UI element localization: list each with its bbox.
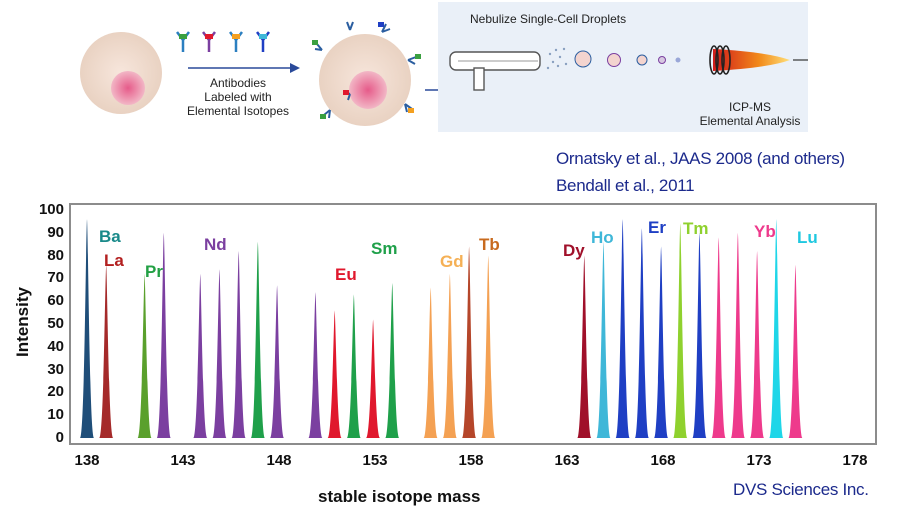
x-tick-label: 178 xyxy=(842,452,868,469)
x-tick-label: 143 xyxy=(170,452,196,469)
peak-nd-8 xyxy=(270,285,285,438)
spectrum-chart xyxy=(69,203,877,445)
peak-yb-26 xyxy=(730,232,745,438)
peak-sm-13 xyxy=(385,282,400,438)
x-tick-label: 173 xyxy=(746,452,772,469)
peak-ho-19 xyxy=(596,241,611,438)
nebulize-title: Nebulize Single-Cell Droplets xyxy=(470,12,627,26)
peak-er-20 xyxy=(615,219,630,438)
antibody-label-line: Elemental Isotopes xyxy=(186,104,290,118)
peak-gd-15 xyxy=(442,273,457,438)
x-tick-label: 148 xyxy=(266,452,292,469)
y-tick-label: 20 xyxy=(47,383,64,401)
y-tick-label: 40 xyxy=(47,337,64,355)
antibody-label: Antibodies Labeled with Elemental Isotop… xyxy=(176,76,300,118)
element-label-nd: Nd xyxy=(204,235,227,254)
peak-sm-11 xyxy=(346,294,361,438)
x-tick-label: 153 xyxy=(362,452,388,469)
citation: Bendall et al., 2011 xyxy=(556,176,695,195)
element-label-er: Er xyxy=(648,218,666,237)
element-label-tm: Tm xyxy=(683,219,709,238)
element-label-pr: Pr xyxy=(145,262,163,281)
x-tick-label: 168 xyxy=(650,452,676,469)
element-label-dy: Dy xyxy=(563,241,585,260)
citation: Ornatsky et al., JAAS 2008 (and others) xyxy=(556,149,845,168)
antibody-label-line: Labeled with xyxy=(204,90,272,104)
peak-nd-9 xyxy=(308,292,323,438)
peak-yb-27 xyxy=(750,251,765,438)
element-label-sm: Sm xyxy=(371,239,398,258)
antibody-label-line: Antibodies xyxy=(209,76,267,90)
peak-eu-12 xyxy=(366,319,381,438)
x-tick-label: 158 xyxy=(458,452,484,469)
y-tick-label: 80 xyxy=(47,246,64,264)
element-label-lu: Lu xyxy=(797,228,818,247)
peak-tb-16 xyxy=(462,246,477,438)
y-tick-label: 60 xyxy=(47,292,64,310)
x-tick-label: 163 xyxy=(554,452,580,469)
element-label-tb: Tb xyxy=(479,235,500,254)
peak-la-1 xyxy=(99,264,114,438)
peak-yb-25 xyxy=(711,237,726,438)
y-tick-label: 10 xyxy=(47,406,64,424)
y-tick-label: 0 xyxy=(55,429,64,446)
element-label-gd: Gd xyxy=(440,252,464,271)
element-label-ho: Ho xyxy=(591,228,614,247)
y-tick-label: 30 xyxy=(47,360,64,378)
peak-ba-0 xyxy=(80,219,94,438)
peak-nd-4 xyxy=(193,273,208,438)
peak-eu-10 xyxy=(327,310,342,438)
y-tick-label: 50 xyxy=(47,315,64,332)
y-tick-label: 70 xyxy=(47,269,64,287)
element-label-eu: Eu xyxy=(335,265,357,284)
peak-nd-6 xyxy=(231,251,246,438)
peak-lu-28 xyxy=(769,219,784,438)
peak-sm-7 xyxy=(250,241,265,438)
x-axis-label: stable isotope mass xyxy=(318,487,481,506)
element-label-ba: Ba xyxy=(99,227,121,246)
element-label-yb: Yb xyxy=(754,222,776,241)
x-tick-label: 138 xyxy=(74,452,100,469)
icpms-label-line: Elemental Analysis xyxy=(699,114,801,128)
y-tick-label: 100 xyxy=(38,201,64,218)
peak-gd-17 xyxy=(481,255,496,438)
icpms-label: ICP-MS Elemental Analysis xyxy=(690,100,810,128)
peak-er-21 xyxy=(634,228,649,438)
peak-nd-5 xyxy=(212,269,227,438)
cell-nucleus xyxy=(111,71,145,105)
element-label-la: La xyxy=(104,251,124,270)
nebulizer-illustration xyxy=(449,45,808,91)
peak-yb-29 xyxy=(788,264,803,438)
y-tick-label: 90 xyxy=(47,223,64,241)
peak-er-22 xyxy=(654,246,669,438)
antibody-icons xyxy=(176,31,270,52)
credit: DVS Sciences Inc. xyxy=(733,480,869,499)
peak-nd-3 xyxy=(156,232,171,438)
icpms-label-line: ICP-MS xyxy=(729,100,771,114)
peak-dy-18 xyxy=(577,255,592,438)
peak-pr-2 xyxy=(137,273,152,438)
peak-gd-14 xyxy=(423,287,438,438)
peak-er-24 xyxy=(692,232,707,438)
peak-tm-23 xyxy=(673,223,688,438)
